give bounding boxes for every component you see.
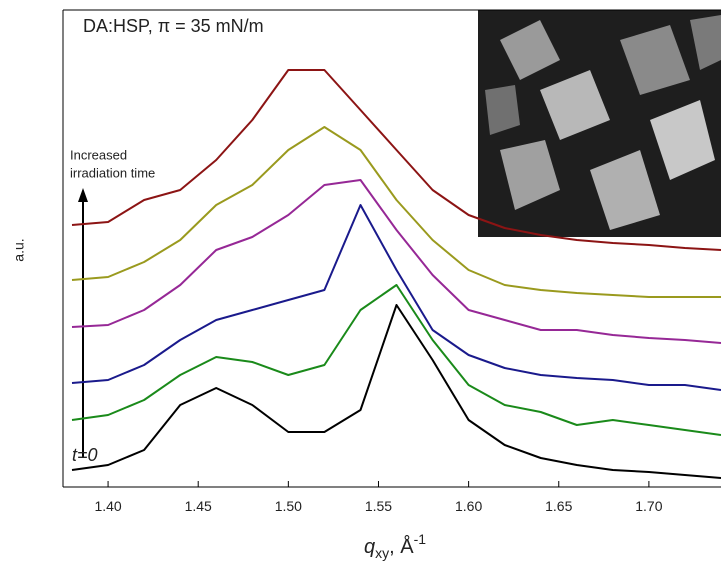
x-tick-label: 1.40: [94, 498, 121, 514]
x-tick-label: 1.70: [635, 498, 662, 514]
annotation: DA:HSP, π = 35 mN/m: [83, 16, 264, 36]
arrow-label: irradiation time: [70, 165, 155, 180]
y-axis-label: a.u.: [11, 238, 27, 261]
x-tick-label: 1.65: [545, 498, 572, 514]
x-tick-label: 1.55: [365, 498, 392, 514]
arrow-head: [78, 188, 88, 202]
x-axis-label: qxy, Å-1: [364, 531, 426, 561]
curve: [71, 304, 721, 479]
x-tick-label: 1.50: [275, 498, 302, 514]
x-tick-label: 1.45: [185, 498, 212, 514]
curve: [71, 126, 721, 298]
arrow-label: Increased: [70, 147, 127, 162]
curve: [71, 69, 721, 251]
start-label: t=0: [72, 445, 98, 465]
x-label-sub: xy: [375, 545, 389, 561]
inset-image: [478, 10, 721, 237]
x-tick-label: 1.60: [455, 498, 482, 514]
curve: [71, 179, 721, 344]
curve: [71, 204, 721, 391]
x-label-rest: , Å: [389, 535, 414, 558]
x-label-sup: -1: [414, 531, 427, 547]
curve: [71, 284, 721, 436]
x-label-base: q: [364, 536, 375, 558]
